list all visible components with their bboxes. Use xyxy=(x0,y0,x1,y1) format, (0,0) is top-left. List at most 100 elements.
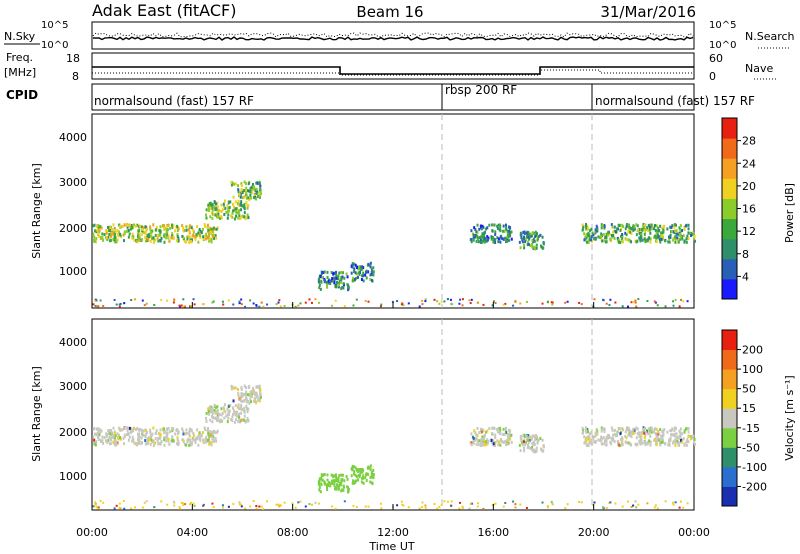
power-echo-cell xyxy=(351,279,354,283)
velocity-echo-cell xyxy=(587,437,590,441)
power-echo-cell xyxy=(152,223,155,227)
power-echo-cell xyxy=(212,212,215,216)
power-echo-cell xyxy=(525,231,528,235)
velocity-echo-cell xyxy=(603,442,606,446)
velocity-echo-cell xyxy=(503,432,506,436)
velocity-echo-cell xyxy=(241,418,244,422)
velocity-echo-cell xyxy=(628,431,631,435)
power-echo-cell xyxy=(101,232,104,236)
velocity-echo-cell xyxy=(587,434,590,438)
velocity-echo-cell xyxy=(236,415,239,419)
velocity-echo-cell xyxy=(294,506,297,509)
velocity-echo-cell xyxy=(588,441,591,445)
power-echo-cell xyxy=(326,276,329,280)
velocity-echo-cell xyxy=(240,419,243,423)
velocity-echo-cell xyxy=(535,446,538,450)
velocity-echo-cell xyxy=(209,418,212,422)
power-echo-cell xyxy=(539,233,542,237)
velocity-echo-cell xyxy=(634,500,637,503)
power-echo-cell xyxy=(540,245,543,249)
velocity-echo-cell xyxy=(362,481,365,485)
velocity-echo-cell xyxy=(141,441,144,445)
power-echo-cell xyxy=(117,233,120,237)
power-echo-cell xyxy=(630,227,633,231)
power-echo-cell xyxy=(110,233,113,237)
power-echo-cell xyxy=(497,237,500,241)
power-echo-cell xyxy=(171,236,174,240)
velocity-echo-cell xyxy=(531,445,534,449)
velocity-echo-cell xyxy=(185,428,188,432)
velocity-echo-cell xyxy=(188,433,191,437)
power-echo-cell xyxy=(528,237,531,241)
velocity-echo-cell xyxy=(101,435,104,439)
power-echo-cell xyxy=(526,232,529,236)
velocity-echo-cell xyxy=(222,506,225,509)
velocity-echo-cell xyxy=(149,442,152,446)
power-echo-cell xyxy=(168,239,171,243)
freq-panel: Freq. [MHz] 18 8 60 0 Nave xyxy=(4,51,778,83)
velocity-echo-cell xyxy=(160,440,163,444)
velocity-echo-cell xyxy=(667,443,670,447)
velocity-echo-cell xyxy=(644,433,647,437)
power-echo-cell xyxy=(232,203,235,207)
velocity-echo-cell xyxy=(95,505,98,508)
velocity-echo-cell xyxy=(123,435,126,439)
velocity-echo-cell xyxy=(357,473,360,477)
power-echo-cell xyxy=(580,303,583,306)
velocity-echo-cell xyxy=(643,435,646,439)
power-echo-cell xyxy=(233,217,236,221)
velocity-echo-cell xyxy=(479,443,482,447)
power-echo-cell xyxy=(550,301,553,304)
velocity-echo-cell xyxy=(476,433,479,437)
velocity-echo-cell xyxy=(130,427,133,431)
power-echo-cell xyxy=(325,283,328,287)
power-echo-cell xyxy=(346,275,349,279)
velocity-echo-cell xyxy=(255,385,258,389)
velocity-echo-cell xyxy=(502,440,505,444)
velocity-echo-cell xyxy=(116,441,119,445)
power-echo-cell xyxy=(536,238,539,242)
power-echo-cell xyxy=(661,231,664,235)
power-echo-cell xyxy=(492,300,495,303)
velocity-echo-cell xyxy=(175,442,178,446)
power-echo-cell xyxy=(259,184,262,188)
beam-title: Beam 16 xyxy=(356,3,423,21)
power-echo-cell xyxy=(149,227,152,231)
velocity-echo-cell xyxy=(588,438,591,442)
velocity-echo-cell xyxy=(225,414,228,418)
power-echo-cell xyxy=(542,241,545,245)
velocity-echo-cell xyxy=(470,441,473,445)
power-echo-cell xyxy=(668,235,671,239)
velocity-echo-cell xyxy=(485,442,488,446)
velocity-echo-cell xyxy=(232,409,235,413)
velocity-echo-cell xyxy=(616,430,619,434)
velocity-echo-cell xyxy=(149,428,152,432)
colorbar-tick-label: -100 xyxy=(742,461,767,474)
power-echo-cell xyxy=(582,227,585,231)
velocity-echo-cell xyxy=(113,436,116,440)
power-echo-cell xyxy=(586,224,589,228)
velocity-echo-cell xyxy=(359,468,362,472)
power-echo-cell xyxy=(245,191,248,195)
power-echo-cell xyxy=(247,196,250,200)
power-echo-cell xyxy=(508,225,511,229)
power-echo-cell xyxy=(112,237,115,241)
velocity-echo-cell xyxy=(630,443,633,447)
power-echo-cell xyxy=(123,239,126,243)
power-echo-cell xyxy=(508,229,511,233)
velocity-echo-cell xyxy=(643,431,646,435)
velocity-echo-cell xyxy=(619,444,622,448)
power-echo-cell xyxy=(243,188,246,192)
velocity-panel-frame xyxy=(91,318,695,511)
power-echo-cell xyxy=(145,225,148,229)
x-axis-label: Time UT xyxy=(368,540,414,553)
power-echo-cell xyxy=(172,301,175,304)
velocity-echo-cell xyxy=(212,439,215,443)
velocity-echo-cell xyxy=(258,385,261,389)
velocity-echo-cell xyxy=(655,443,658,447)
power-echo-cell xyxy=(232,182,235,186)
velocity-echo-cell xyxy=(157,442,160,446)
power-echo-cell xyxy=(501,237,504,241)
power-echo-cell xyxy=(627,223,630,227)
power-echo-cell xyxy=(210,240,213,244)
